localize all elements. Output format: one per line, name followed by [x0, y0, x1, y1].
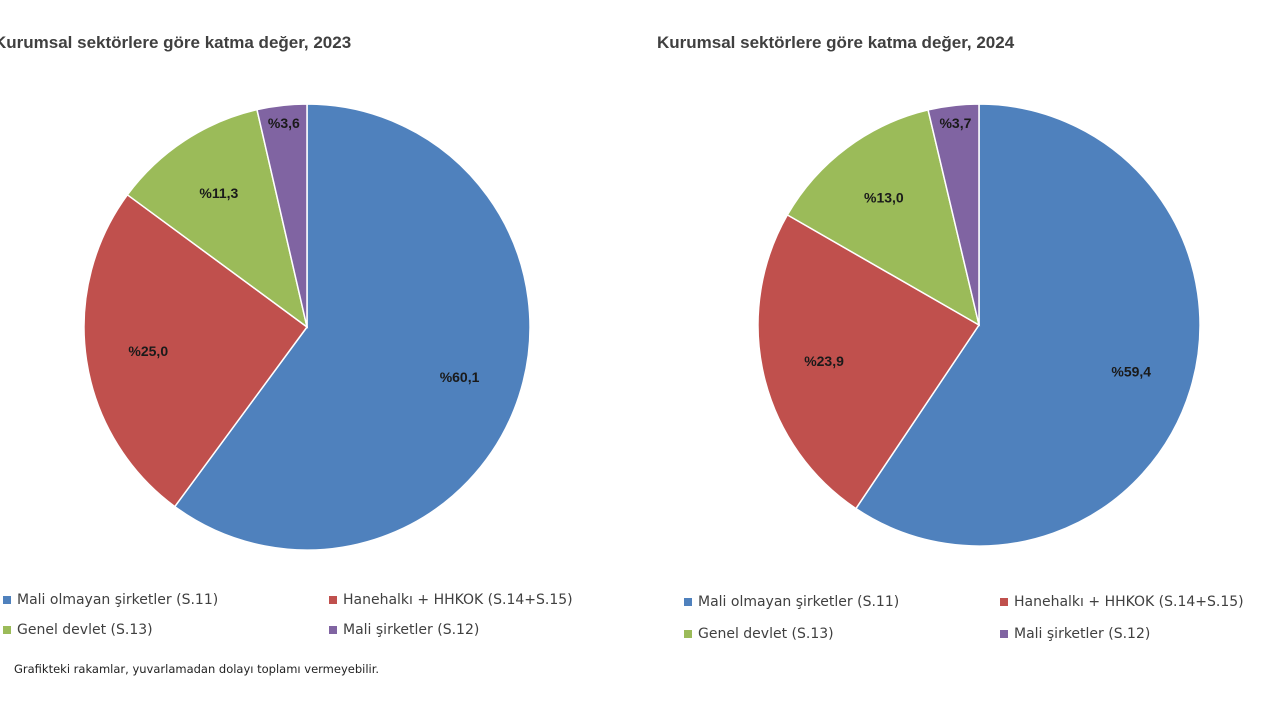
- pie-slice: [854, 103, 1201, 547]
- pie-slice: [256, 103, 308, 328]
- chart-title-2024: Kurumsal sektörlere göre katma değer, 20…: [657, 33, 1015, 52]
- legend-label: Hanehalkı + HHKOK (S.14+S.15): [1014, 594, 1244, 610]
- pie-slice: [757, 213, 981, 510]
- pie-slice: [786, 109, 981, 327]
- legend-item-s11: Mali olmayan şirketler (S.11): [3, 592, 218, 608]
- pie-data-label: %13,0: [864, 189, 904, 205]
- pie-data-label: %59,4: [1111, 363, 1151, 379]
- legend-swatch-purple: [329, 626, 337, 634]
- pie-data-label: %3,7: [939, 115, 971, 131]
- legend-item-s14-s15: Hanehalkı + HHKOK (S.14+S.15): [1000, 594, 1244, 610]
- legend-label: Mali şirketler (S.12): [1014, 626, 1151, 642]
- legend-swatch-purple: [1000, 630, 1008, 638]
- pie-data-label: %60,1: [440, 369, 480, 385]
- pie-data-label: %3,6: [268, 115, 300, 131]
- legend-item-s12: Mali şirketler (S.12): [329, 622, 479, 638]
- legend-label: Mali olmayan şirketler (S.11): [698, 594, 900, 610]
- legend-label: Hanehalkı + HHKOK (S.14+S.15): [343, 592, 573, 608]
- legend-label: Mali şirketler (S.12): [343, 622, 480, 638]
- legend-swatch-blue: [3, 596, 11, 604]
- legend-label: Mali olmayan şirketler (S.11): [17, 592, 219, 608]
- pie-data-label: %25,0: [128, 343, 168, 359]
- legend-label: Genel devlet (S.13): [17, 622, 153, 638]
- legend-item-s13: Genel devlet (S.13): [3, 622, 153, 638]
- legend-item-s12: Mali şirketler (S.12): [1000, 626, 1150, 642]
- legend-item-s11: Mali olmayan şirketler (S.11): [684, 594, 899, 610]
- chart-title-2023: Kurumsal sektörlere göre katma değer, 20…: [0, 33, 352, 52]
- legend-swatch-red: [1000, 598, 1008, 606]
- pie-slice: [173, 103, 531, 551]
- legend-item-s13: Genel devlet (S.13): [684, 626, 834, 642]
- legend-label: Genel devlet (S.13): [698, 626, 834, 642]
- pie-slice: [126, 108, 309, 329]
- footnote: Grafikteki rakamlar, yuvarlamadan dolayı…: [14, 662, 380, 676]
- legend-swatch-green: [684, 630, 692, 638]
- pie-slice: [927, 103, 980, 326]
- legend-swatch-blue: [684, 598, 692, 606]
- pie-slice: [83, 193, 309, 508]
- legend-swatch-red: [329, 596, 337, 604]
- legend-item-s14-s15: Hanehalkı + HHKOK (S.14+S.15): [329, 592, 573, 608]
- legend-swatch-green: [3, 626, 11, 634]
- pie-data-label: %11,3: [199, 185, 238, 201]
- pie-data-label: %23,9: [804, 353, 844, 369]
